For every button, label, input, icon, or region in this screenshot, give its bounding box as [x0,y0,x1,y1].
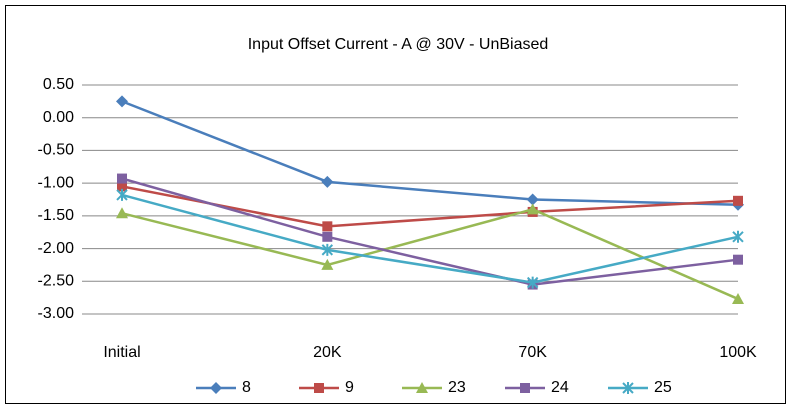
point [733,254,743,265]
x-tick-label: 100K [719,344,757,361]
legend-marker [622,382,634,394]
point [116,95,128,108]
legend-marker [314,383,324,393]
legend-label: 24 [551,379,569,396]
x-tick-label: 70K [518,344,547,361]
series-line [121,185,739,228]
legend-label: 25 [654,379,672,396]
point [322,231,333,242]
legend-label: 9 [345,379,354,396]
point [116,188,128,201]
y-tick-label: 0.50 [43,76,74,93]
point [116,207,128,219]
point [526,193,539,206]
point [117,173,127,184]
legend-label: 8 [242,379,251,396]
point [526,203,539,215]
y-tick-label: -0.50 [38,142,75,159]
point [321,175,334,188]
y-tick-label: -2.50 [38,273,75,290]
legend-marker [210,382,222,394]
point [526,276,539,289]
point [732,292,744,304]
legend-marker [520,383,530,393]
legend-label: 23 [448,379,466,396]
y-tick-label: -2.00 [38,240,75,257]
y-tick-label: 0.00 [43,109,74,126]
y-tick-label: -1.00 [38,174,75,191]
point [321,243,334,256]
point [733,195,743,206]
series-line [121,207,739,301]
x-tick-label: 20K [313,344,342,361]
point [322,221,333,232]
point [321,258,334,270]
series-line [121,177,739,286]
series-line [121,100,739,206]
legend-marker [416,382,428,393]
y-tick-label: -1.50 [38,207,75,224]
chart-title: Input Offset Current - A @ 30V - UnBiase… [248,36,549,53]
point [732,230,744,243]
x-tick-label: Initial [103,344,140,361]
point [117,181,127,192]
y-tick-label: -3.00 [38,305,75,322]
series-line [121,193,739,284]
